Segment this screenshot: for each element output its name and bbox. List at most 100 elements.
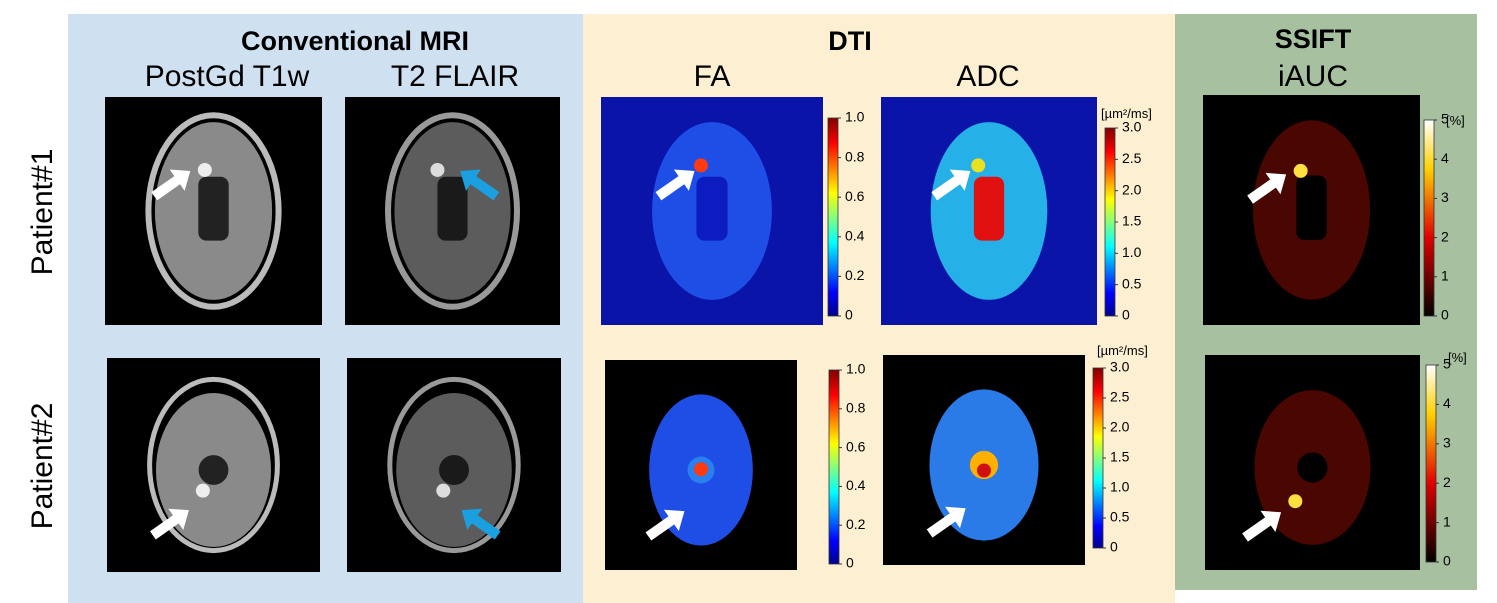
lesion xyxy=(436,483,451,498)
brainstem xyxy=(439,455,469,485)
column-title: T2 FLAIR xyxy=(391,60,519,93)
colorbar xyxy=(827,117,839,317)
colorbar-tick-label: 2.0 xyxy=(1110,419,1130,435)
colorbar-tick-label: 1.0 xyxy=(1110,479,1130,495)
lesion xyxy=(977,463,991,478)
colorbar-tick-label: 1 xyxy=(1443,513,1451,529)
arrow-shape xyxy=(1247,172,1287,204)
skull xyxy=(385,112,520,310)
lesion xyxy=(430,162,445,177)
colorbar-tick-label: 2.0 xyxy=(1122,181,1142,197)
colorbar-tick-label: 1 xyxy=(1441,268,1449,284)
colorbar xyxy=(828,369,840,565)
arrow xyxy=(150,508,189,540)
colorbar-tick-label: 1.0 xyxy=(846,361,866,377)
arrow xyxy=(151,169,191,201)
colorbar-tick-label: 0.2 xyxy=(846,516,866,532)
arrow xyxy=(655,169,695,201)
colorbar-tick-label: 3.0 xyxy=(1122,119,1142,135)
column-title: PostGd T1w xyxy=(145,60,310,93)
colorbar-tick-label: 0.4 xyxy=(846,477,866,493)
colorbar-tick-label: 0.8 xyxy=(846,400,866,416)
colorbar-tick-label: 3 xyxy=(1441,189,1449,205)
colorbar-tick-label: 0 xyxy=(845,307,853,323)
colorbar-tick-label: 3.0 xyxy=(1110,359,1130,375)
arrow xyxy=(926,506,966,538)
arrow xyxy=(460,169,500,201)
colorbar-tick-label: 4 xyxy=(1443,395,1451,411)
arrow xyxy=(645,509,685,541)
column-title: FA xyxy=(694,60,731,93)
arrow-shape xyxy=(1242,510,1282,542)
colorbar-unit: [%] xyxy=(1446,113,1465,128)
colorbar-tick-label: 1.0 xyxy=(1122,244,1142,260)
colorbar-unit: [µm²/ms] xyxy=(1097,343,1148,358)
arrow-shape xyxy=(931,169,971,201)
section-title: DTI xyxy=(828,26,872,56)
lesion xyxy=(1293,163,1308,178)
brainstem xyxy=(1297,452,1328,483)
colorbar xyxy=(1104,127,1116,317)
colorbar-tick-label: 0.6 xyxy=(845,188,865,204)
colorbar-unit: [%] xyxy=(1448,350,1467,365)
arrow xyxy=(1247,172,1287,204)
section-title: SSIFT xyxy=(1275,24,1352,54)
arrow-shape xyxy=(151,169,191,201)
arrow-shape xyxy=(461,508,501,540)
colorbar-tick-label: 0 xyxy=(1443,553,1451,569)
skull xyxy=(387,376,521,554)
colorbar xyxy=(1425,364,1437,563)
lesion xyxy=(195,483,210,498)
colorbar-tick-label: 0 xyxy=(846,555,854,571)
colorbar-tick-label: 0.2 xyxy=(845,267,865,283)
skull xyxy=(920,373,1048,547)
colorbar-tick-label: 1.0 xyxy=(845,109,865,125)
colorbar-tick-label: 0.6 xyxy=(846,438,866,454)
colorbar-tick-label: 3 xyxy=(1443,435,1451,451)
lesion xyxy=(197,162,212,177)
ventricle xyxy=(437,176,468,241)
skull xyxy=(1243,110,1380,310)
skull xyxy=(921,112,1057,310)
colorbar-tick-label: 5 xyxy=(1441,111,1449,127)
colorbar-tick-label: 0.5 xyxy=(1122,275,1142,291)
section-title: Conventional MRI xyxy=(241,26,469,56)
colorbar-tick-label: 1.5 xyxy=(1110,449,1130,465)
brainstem xyxy=(198,455,229,485)
colorbar-tick-label: 0.8 xyxy=(845,148,865,164)
colorbar-tick-label: 0 xyxy=(1441,307,1449,323)
ventricle xyxy=(696,176,728,241)
column-title: ADC xyxy=(956,60,1019,93)
colorbar xyxy=(1423,119,1435,317)
arrow-shape xyxy=(645,509,685,541)
skull xyxy=(145,112,282,310)
ventricle xyxy=(1296,175,1327,240)
colorbar-tick-label: 1.5 xyxy=(1122,213,1142,229)
arrow xyxy=(1242,510,1282,542)
colorbar-tick-label: 2.5 xyxy=(1110,389,1130,405)
lesion xyxy=(694,462,708,477)
row-label: Patient#2 xyxy=(26,403,59,530)
skull xyxy=(147,376,280,554)
lesion xyxy=(1288,494,1303,509)
lesion xyxy=(693,158,708,173)
arrow-shape xyxy=(655,169,695,201)
colorbar-unit: [µm²/ms] xyxy=(1101,106,1152,121)
skull xyxy=(642,112,782,310)
skull xyxy=(640,378,762,552)
colorbar-tick-label: 0 xyxy=(1110,539,1118,555)
colorbar-tick-label: 4 xyxy=(1441,150,1449,166)
ventricle xyxy=(198,176,229,241)
colorbar-tick-label: 0.4 xyxy=(845,228,865,244)
arrow xyxy=(931,169,971,201)
colorbar-tick-label: 0 xyxy=(1122,307,1130,323)
column-title: iAUC xyxy=(1278,60,1348,93)
colorbar xyxy=(1092,367,1104,549)
colorbar-tick-label: 5 xyxy=(1443,356,1451,372)
colorbar-tick-label: 0.5 xyxy=(1110,509,1130,525)
colorbar-tick-label: 2 xyxy=(1443,474,1451,490)
arrow-shape xyxy=(460,169,500,201)
arrow-shape xyxy=(150,508,189,540)
lesion xyxy=(971,158,986,173)
